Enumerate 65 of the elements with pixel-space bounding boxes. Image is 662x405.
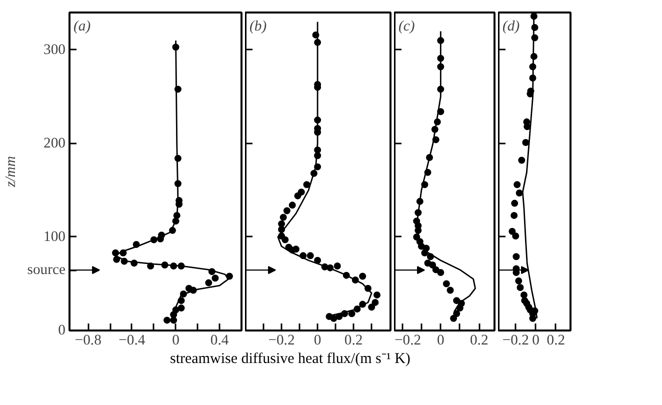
point: [314, 256, 322, 264]
point: [205, 279, 212, 286]
point: [442, 280, 450, 288]
point: [283, 207, 290, 214]
point: [518, 156, 526, 164]
point: [520, 291, 528, 298]
point: [368, 304, 376, 311]
point: [178, 304, 185, 312]
point: [372, 298, 379, 306]
y-tick-label: 100: [44, 228, 66, 245]
point: [510, 212, 518, 219]
y-axis-title: z/mm: [3, 156, 20, 188]
x-tick-label: 0: [532, 332, 540, 348]
point: [516, 190, 523, 197]
x-tick-label: 0.2: [470, 332, 488, 348]
point: [278, 220, 286, 228]
point: [524, 123, 531, 130]
point: [515, 277, 522, 284]
point: [437, 269, 444, 276]
point: [511, 200, 518, 207]
point: [280, 214, 287, 221]
x-tick-label: 0.4: [210, 332, 230, 348]
point: [514, 181, 521, 188]
x-axis-title: streamwise diffusive heat flux/(m s⁻¹ K): [170, 350, 410, 369]
x-tick-label: −0.2: [394, 332, 422, 348]
point: [303, 181, 310, 188]
point: [185, 284, 192, 292]
x-tick-label: −0.8: [74, 332, 102, 348]
point: [373, 291, 380, 298]
point: [512, 253, 520, 260]
point: [306, 252, 314, 260]
point: [164, 316, 171, 324]
x-tick-label: 0: [172, 332, 180, 348]
y-tick-label: 0: [58, 322, 66, 338]
point: [453, 297, 460, 304]
chart-title: (b): [250, 18, 267, 34]
point: [508, 228, 516, 235]
text: source: [27, 262, 66, 278]
x-tick-label: −0.2: [502, 332, 529, 348]
point: [288, 202, 296, 209]
point: [282, 236, 289, 244]
x-tick-label: 0.2: [344, 332, 363, 348]
point: [359, 272, 366, 280]
point: [522, 139, 530, 146]
point: [294, 192, 302, 200]
y-tick-label: 200: [44, 135, 66, 152]
x-tick-label: −0.4: [118, 332, 146, 348]
point: [450, 314, 458, 322]
x-tick-label: 0: [436, 332, 444, 348]
point: [326, 312, 333, 320]
chart-title: (a): [74, 18, 91, 34]
x-tick-label: 0.2: [546, 332, 566, 348]
y-tick-label: 300: [44, 42, 66, 58]
point: [429, 262, 436, 269]
point: [529, 314, 536, 322]
x-tick-label: −0.2: [268, 332, 295, 348]
point: [446, 286, 454, 294]
point: [334, 262, 341, 270]
point: [512, 232, 520, 240]
chart-title: (c): [398, 18, 415, 34]
point: [348, 310, 356, 318]
point: [516, 284, 524, 291]
point: [212, 274, 219, 282]
x-tick-label: 0: [314, 332, 322, 348]
chart-title: (d): [502, 18, 520, 34]
